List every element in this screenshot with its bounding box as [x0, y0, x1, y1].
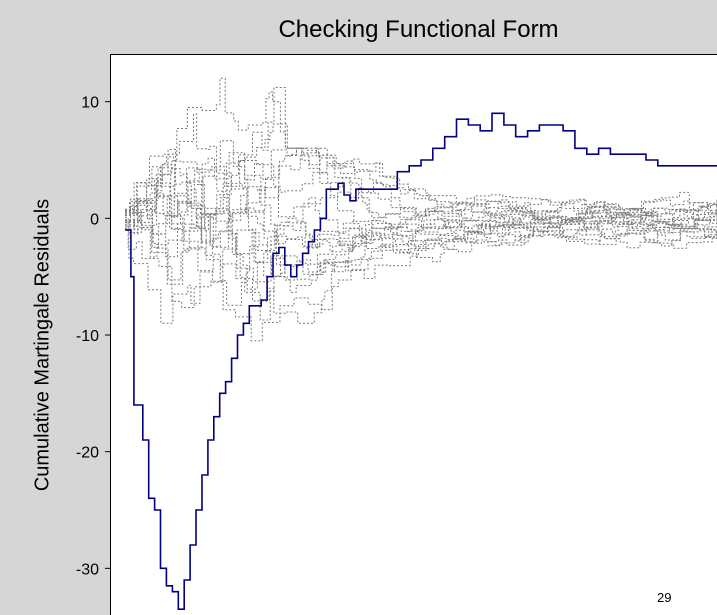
y-tick-label: 10	[81, 95, 99, 112]
plot-area	[110, 54, 717, 615]
simulated-residual-path	[125, 147, 717, 233]
simulated-residual-path	[125, 189, 717, 283]
simulated-residual-path	[125, 147, 717, 238]
plot-series-group	[125, 77, 717, 610]
simulated-residual-path	[125, 166, 717, 321]
simulated-residual-path	[125, 77, 717, 221]
simulated-residual-path	[125, 87, 717, 235]
simulated-residual-path	[125, 217, 717, 342]
y-tick-label: 0	[90, 211, 99, 228]
simulated-residual-path	[125, 202, 717, 324]
simulated-residual-path	[125, 201, 717, 306]
simulated-residual-path	[125, 195, 717, 283]
observed-residual-line	[125, 112, 717, 610]
simulated-residual-path	[125, 147, 717, 245]
y-tick-label: -10	[76, 328, 99, 345]
simulated-residual-path	[125, 113, 717, 273]
simulated-residual-path	[125, 182, 717, 254]
simulated-residual-path	[125, 182, 717, 281]
y-tick-label: -20	[76, 445, 99, 462]
y-tick-label: -30	[76, 561, 99, 578]
simulated-residual-path	[125, 168, 717, 248]
simulated-residual-path	[125, 123, 717, 246]
simulated-residual-path	[125, 203, 717, 281]
page-number: 29	[657, 590, 672, 605]
chart-title: Checking Functional Form	[278, 16, 559, 43]
